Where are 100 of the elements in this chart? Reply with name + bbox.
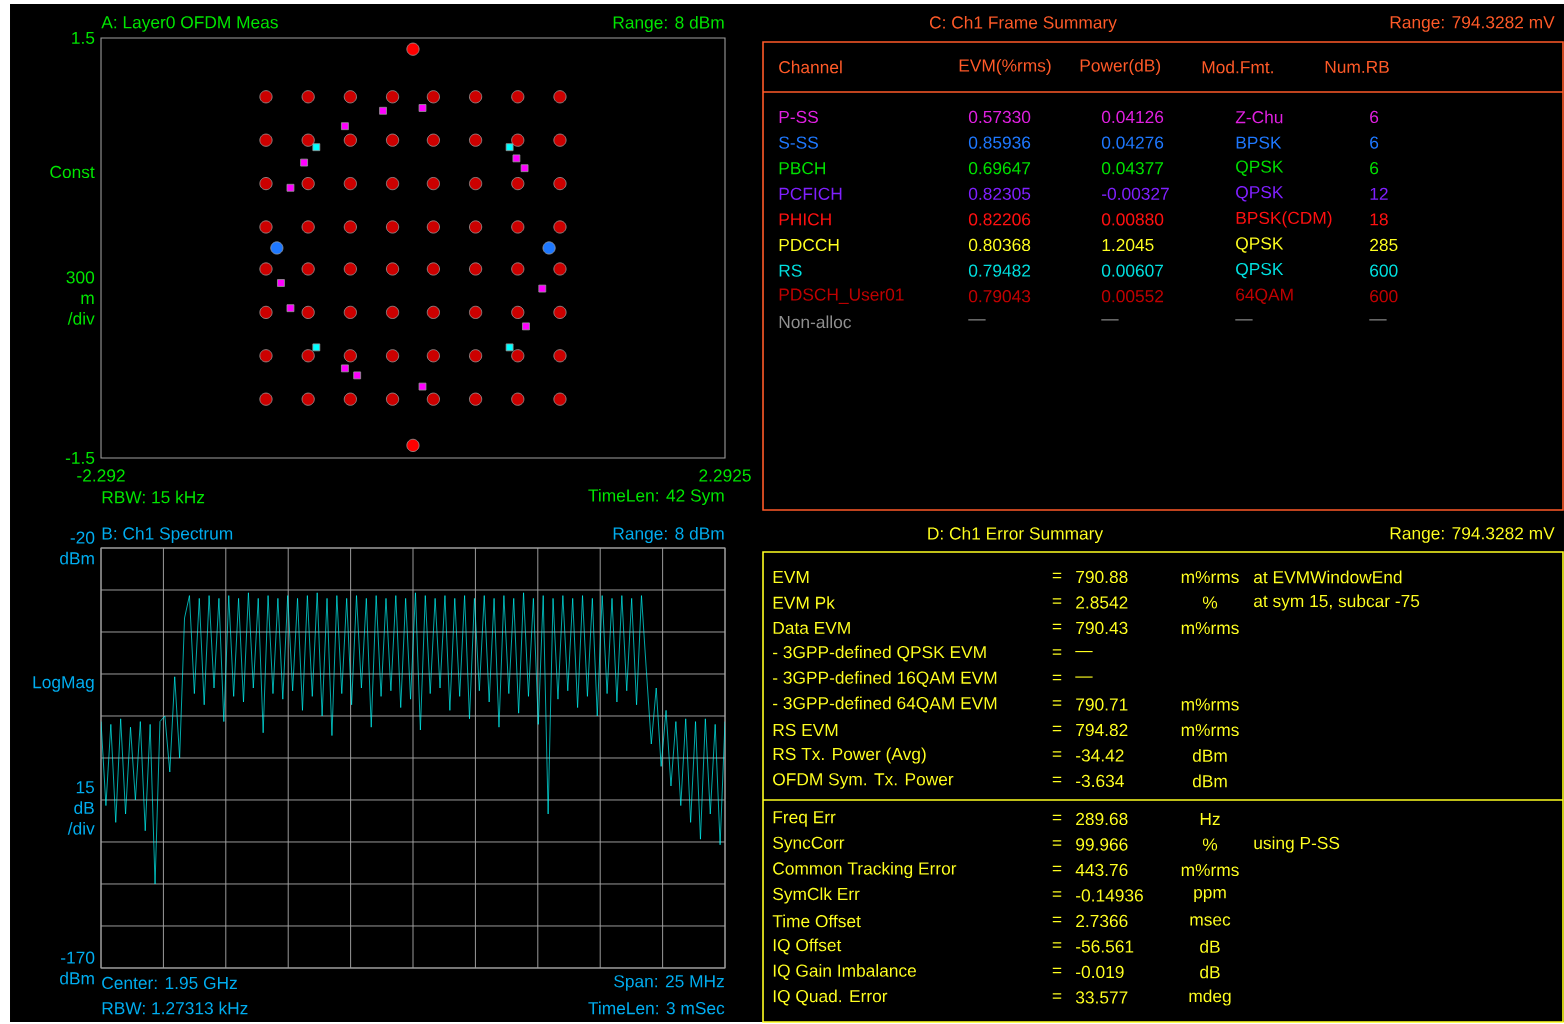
point bbox=[312, 343, 321, 352]
text: Span: 25 MHz bbox=[614, 975, 724, 991]
text: 12 bbox=[1370, 187, 1388, 200]
text: = bbox=[1052, 865, 1062, 872]
text: m%rms bbox=[1181, 698, 1239, 711]
point bbox=[277, 279, 285, 287]
text: — bbox=[968, 319, 986, 321]
text: TimeLen: 42 Sym bbox=[588, 488, 724, 506]
text: m%rms bbox=[1181, 570, 1239, 584]
text: 6 bbox=[1370, 110, 1379, 124]
text: % bbox=[1202, 596, 1218, 609]
text: 790.43 bbox=[1076, 621, 1128, 635]
point bbox=[520, 164, 529, 173]
text: = bbox=[1052, 725, 1062, 732]
text: EVM bbox=[773, 571, 809, 583]
text: = bbox=[1052, 916, 1062, 923]
text: - 3GPP-defined 64QAM EVM bbox=[773, 696, 997, 713]
text: QPSK bbox=[1236, 160, 1284, 176]
text: 0.00552 bbox=[1101, 290, 1164, 303]
point bbox=[406, 42, 420, 56]
y-tick-label: -20 dBm bbox=[60, 531, 95, 565]
text: -3.634 bbox=[1076, 774, 1124, 788]
text: -0.00327 bbox=[1102, 187, 1169, 200]
text: dB bbox=[1200, 940, 1220, 953]
text: SymClk Err bbox=[773, 887, 860, 904]
text: 0.85936 bbox=[968, 136, 1031, 149]
text: = bbox=[1052, 572, 1062, 579]
text: — bbox=[1075, 650, 1093, 653]
y-axis-title: 15 dB /div bbox=[67, 781, 95, 835]
text: — bbox=[1101, 319, 1119, 321]
text: mdeg bbox=[1189, 989, 1231, 1006]
y-tick-label: -1.5 bbox=[65, 451, 95, 465]
text: 794.82 bbox=[1076, 723, 1128, 737]
point bbox=[341, 122, 349, 131]
text: % bbox=[1202, 838, 1218, 851]
text: 0.82206 bbox=[968, 213, 1031, 226]
text: ppm bbox=[1194, 889, 1226, 902]
text: 64QAM bbox=[1236, 288, 1293, 304]
text: PHICH bbox=[779, 213, 831, 226]
text: 0.57330 bbox=[968, 110, 1031, 124]
text: 0.69647 bbox=[968, 162, 1031, 175]
text: = bbox=[1052, 993, 1062, 999]
text: EVM Pk bbox=[773, 596, 835, 609]
category-label: Num.RB bbox=[1325, 60, 1389, 74]
point bbox=[512, 154, 521, 163]
text: PCFICH bbox=[779, 187, 842, 200]
text: 2.7366 bbox=[1076, 914, 1128, 928]
text: = bbox=[1052, 674, 1062, 681]
text: dB bbox=[1200, 965, 1220, 979]
text: RBW: 1.27313 kHz bbox=[102, 1001, 248, 1015]
text: QPSK bbox=[1236, 237, 1284, 253]
text: = bbox=[1052, 598, 1062, 604]
category-label: Power(dB) bbox=[1080, 58, 1161, 76]
text: m%rms bbox=[1181, 621, 1239, 635]
text: 1.2045 bbox=[1102, 238, 1154, 252]
text: 18 bbox=[1370, 213, 1388, 226]
text: - 3GPP-defined QPSK EVM bbox=[773, 645, 986, 662]
text: RS Tx. Power (Avg) bbox=[773, 747, 926, 764]
point bbox=[505, 343, 514, 352]
text: Common Tracking Error bbox=[773, 861, 957, 879]
text: 0.82305 bbox=[968, 187, 1031, 200]
text: m%rms bbox=[1181, 723, 1239, 737]
text: IQ Quad. Error bbox=[773, 989, 888, 1006]
text: IQ Offset bbox=[773, 938, 842, 955]
text: — bbox=[1235, 319, 1253, 321]
text: S-SS bbox=[779, 136, 818, 149]
category-label: Channel bbox=[779, 60, 842, 74]
text: dBm bbox=[1192, 774, 1227, 788]
text: -56.561 bbox=[1076, 940, 1134, 953]
point bbox=[418, 382, 427, 391]
text: 6 bbox=[1370, 136, 1379, 149]
text: BPSK(CDM) bbox=[1236, 211, 1332, 228]
text: RBW: 15 kHz bbox=[102, 490, 205, 504]
text: 0.79043 bbox=[968, 290, 1031, 303]
text: = bbox=[1052, 700, 1062, 706]
point bbox=[505, 143, 514, 152]
text: Range: 794.3282 mV bbox=[1390, 527, 1555, 543]
text: - 3GPP-defined 16QAM EVM bbox=[773, 671, 997, 687]
text: = bbox=[1052, 942, 1062, 948]
point bbox=[300, 158, 308, 167]
text: = bbox=[1052, 649, 1062, 655]
text: C: Ch1 Frame Summary bbox=[929, 15, 1117, 33]
chart-title: B: Ch1 Spectrum bbox=[102, 526, 233, 544]
text: Range: 8 dBm bbox=[613, 15, 724, 33]
text: PBCH bbox=[779, 162, 826, 175]
text: = bbox=[1052, 751, 1062, 757]
point bbox=[418, 104, 427, 112]
text: RS EVM bbox=[773, 723, 838, 737]
category-label: EVM(%rms) bbox=[959, 58, 1051, 76]
text: m%rms bbox=[1181, 863, 1239, 877]
text: -34.42 bbox=[1076, 749, 1124, 762]
text: BPSK bbox=[1236, 136, 1282, 149]
y-tick-label: -170 dBm bbox=[60, 951, 95, 985]
text: 790.71 bbox=[1076, 698, 1128, 711]
text: 600 bbox=[1370, 264, 1398, 277]
text: Const bbox=[50, 165, 95, 179]
text: using P-SS bbox=[1254, 836, 1340, 853]
text: QPSK bbox=[1236, 262, 1284, 279]
text: 285 bbox=[1370, 238, 1398, 252]
text: 2.8542 bbox=[1076, 596, 1128, 609]
